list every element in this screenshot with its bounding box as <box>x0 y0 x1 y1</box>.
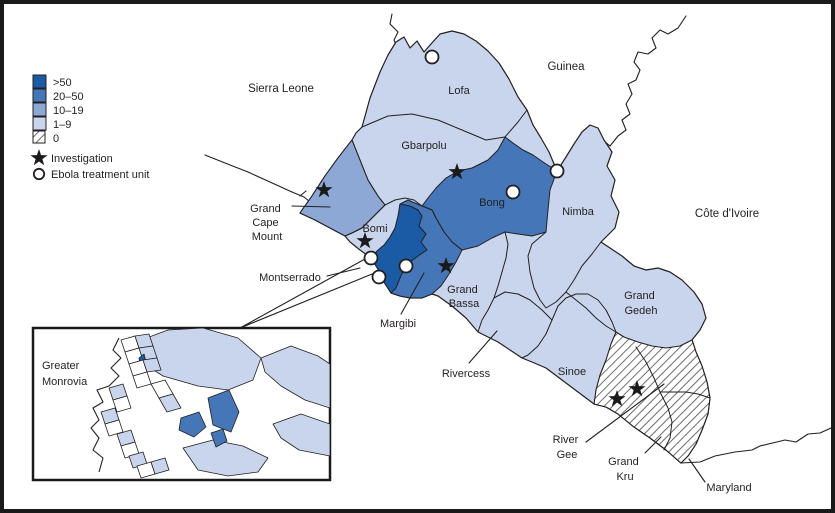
legend-label-gt50: >50 <box>53 77 72 89</box>
inset-district <box>272 413 330 457</box>
label-guinea: Guinea <box>547 61 585 73</box>
border-sinoe-north <box>551 293 617 333</box>
border-river-gee-maryland <box>659 391 711 399</box>
label-sinoe: Sinoe <box>558 366 586 378</box>
border-grand-kru-maryland <box>635 346 673 451</box>
inset-district <box>207 389 240 433</box>
label-line: Bassa <box>449 298 480 310</box>
label-lofa: Lofa <box>448 85 470 97</box>
legend-circle-icon <box>32 167 46 181</box>
leader-grand-cape-mount <box>291 205 331 208</box>
border-rivercess <box>493 291 553 359</box>
legend-swatch-1-9 <box>32 116 47 131</box>
cote-divoire-coastline <box>680 427 832 464</box>
sierra-leone-coastline <box>204 154 311 203</box>
label-line: Mount <box>252 231 283 243</box>
legend-swatch-gt50 <box>32 74 47 89</box>
label-line: River <box>553 434 579 446</box>
etu-markers <box>363 49 565 285</box>
label-nimba: Nimba <box>562 206 595 218</box>
legend-label-20-50: 20–50 <box>53 91 84 103</box>
inset-greater-monrovia: Greater Monrovia <box>31 326 332 482</box>
label-river-gee: River Gee <box>553 434 582 461</box>
leader-river-gee <box>585 383 665 443</box>
label-line: Gedeh <box>624 305 657 317</box>
label-line: Gee <box>557 449 578 461</box>
label-grand-cape-mount: Grand Cape Mount <box>250 203 284 243</box>
legend-star-icon <box>30 149 48 166</box>
label-grand-gedeh: Grand Gedeh <box>624 290 658 317</box>
inset-district <box>142 357 162 373</box>
border-gcm-bomi <box>344 204 386 237</box>
leader-rivercess <box>468 330 498 364</box>
legend-label-10-19: 10–19 <box>53 105 84 117</box>
label-gbarpolu: Gbarpolu <box>401 140 446 152</box>
label-line: Greater <box>42 360 80 372</box>
label-grand-bassa: Grand Bassa <box>447 284 481 310</box>
label-cote-divoire: Côte d'Ivoire <box>695 208 759 220</box>
inset-district <box>158 393 182 413</box>
inset-district <box>112 395 132 413</box>
label-line: Grand <box>608 456 639 468</box>
border-grand-bassa-east <box>477 231 509 333</box>
leader-montserrado <box>326 267 361 277</box>
leader-grand-kru <box>644 436 662 454</box>
legend-label-1-9: 1–9 <box>53 119 71 131</box>
inset-district <box>260 345 330 409</box>
border-nimba-southwest <box>527 231 602 309</box>
label-montserrado: Montserrado <box>259 272 321 284</box>
inset-map-content <box>90 328 330 479</box>
inset-coastline <box>90 337 122 473</box>
county-bong <box>421 136 558 251</box>
ebola-treatment-unit-marker <box>549 163 565 179</box>
border-lofa-south <box>361 109 528 141</box>
label-line: Monrovia <box>42 376 88 388</box>
border-grand-gedeh-sinoe <box>565 291 617 333</box>
legend-label-investigation: Investigation <box>51 153 113 165</box>
inset-district <box>178 411 207 438</box>
inset-district <box>132 328 262 391</box>
ebola-treatment-unit-marker <box>424 49 440 65</box>
leader-margibi <box>400 272 425 315</box>
ebola-treatment-unit-marker <box>363 250 379 266</box>
label-bong: Bong <box>479 197 505 209</box>
label-line: Grand <box>447 284 478 296</box>
label-sierra-leone: Sierra Leone <box>248 83 314 95</box>
ebola-treatment-unit-marker <box>505 184 521 200</box>
label-grand-kru: Grand Kru <box>608 456 642 483</box>
guinea-cote-divoire-border <box>603 15 687 147</box>
inset-title: Greater Monrovia <box>42 360 88 388</box>
legend-swatch-zero-hatch <box>32 130 46 144</box>
legend-label-zero: 0 <box>53 133 59 145</box>
legend-swatch-10-19 <box>32 102 47 117</box>
ebola-treatment-unit-marker <box>371 269 387 285</box>
leader-maryland <box>688 458 706 483</box>
inset-district <box>210 428 228 448</box>
label-maryland: Maryland <box>706 482 751 494</box>
label-rivercess: Rivercess <box>442 368 491 380</box>
legend: >50 20–50 10–19 1–9 0 Investigation Ebol… <box>30 74 149 181</box>
county-group-hatched-zero <box>593 331 711 464</box>
legend-label-etu: Ebola treatment unit <box>51 169 149 181</box>
ebola-treatment-unit-marker <box>398 258 414 274</box>
legend-swatch-20-50 <box>32 88 47 103</box>
label-line: Kru <box>616 471 633 483</box>
label-bomi: Bomi <box>362 223 387 235</box>
inset-district <box>150 457 170 475</box>
label-margibi: Margibi <box>380 318 416 330</box>
label-line: Grand <box>250 203 281 215</box>
label-line: Grand <box>624 290 655 302</box>
label-line: Cape <box>252 217 278 229</box>
county-montserrado <box>370 203 428 294</box>
inset-connector-lines <box>239 258 378 329</box>
